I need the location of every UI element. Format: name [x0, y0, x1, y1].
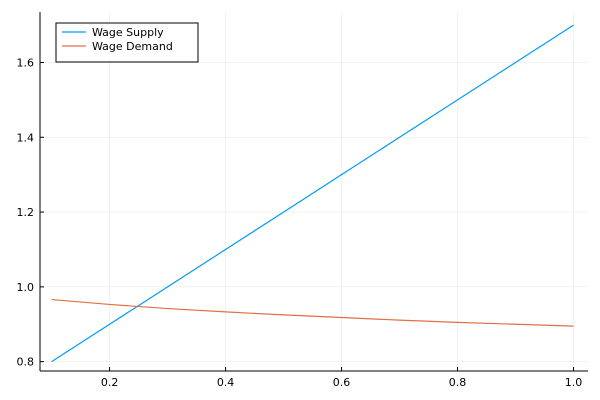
axes [39, 12, 588, 372]
y-tick-label: 1.2 [17, 206, 35, 219]
x-tick-label: 0.2 [101, 376, 119, 389]
x-axis-ticks: 0.2 0.4 0.6 0.8 1.0 [101, 367, 582, 389]
y-axis-ticks: 0.8 1.0 1.2 1.4 1.6 [17, 56, 44, 369]
series-line-wage-demand [51, 298, 574, 327]
x-gridlines [109, 12, 574, 371]
series-layer [51, 24, 574, 363]
y-tick-label: 0.8 [17, 356, 35, 369]
series-line-wage-supply [51, 24, 574, 363]
legend-label-wage-demand: Wage Demand [92, 40, 173, 53]
y-tick-label: 1.0 [17, 281, 35, 294]
x-tick-label: 0.8 [449, 376, 467, 389]
x-tick-label: 0.6 [333, 376, 351, 389]
legend-label-wage-supply: Wage Supply [92, 26, 164, 39]
x-tick-label: 1.0 [565, 376, 583, 389]
x-tick-label: 0.4 [217, 376, 235, 389]
y-tick-label: 1.6 [17, 56, 35, 69]
legend-box [55, 22, 199, 63]
y-tick-label: 1.4 [17, 131, 35, 144]
